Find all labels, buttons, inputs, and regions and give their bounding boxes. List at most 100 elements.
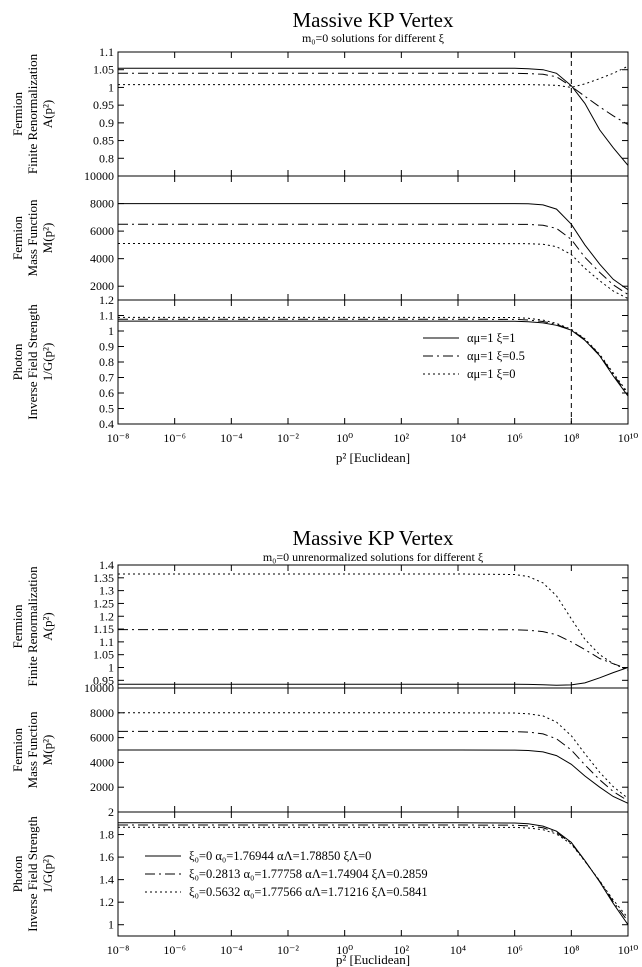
x-tick-label: 10⁶	[507, 431, 523, 445]
y-axis-label-line: Photon	[10, 855, 25, 892]
y-tick-label: 0.6	[99, 386, 114, 400]
y-axis-label-line: Fermion	[10, 91, 25, 136]
y-axis-label-line: 1/G(p²)	[40, 855, 55, 894]
x-tick-label: 10⁻⁶	[163, 431, 186, 445]
series-line-1	[118, 68, 628, 165]
panel-1: 0.8 0.85 0.9 0.95 1 1.05 1.1 Fermion Finite Reno…	[10, 45, 628, 176]
series-line-3	[118, 574, 628, 670]
panel-3: 0.40.5 0.60.7 0.80.9 11.1 1.2 Photon Inverse F…	[10, 293, 628, 431]
y-axis-label-line: Inverse Field Strength	[25, 304, 40, 420]
y-axis-label: Fermion Mass Function M(p²)	[10, 199, 55, 276]
x-tick-label: 10⁸	[563, 431, 579, 445]
y-tick-label: 0.9	[99, 116, 114, 130]
series-line-1	[118, 204, 628, 290]
x-tick-label: 10⁸	[563, 943, 579, 957]
x-tick-label: 10⁴	[450, 943, 466, 957]
y-axis-label: Fermion Finite Renormalization A(p²)	[10, 566, 55, 687]
y-axis-label-line: Mass Function	[25, 199, 40, 276]
series-line-3	[118, 244, 628, 299]
series-line-2	[118, 319, 628, 394]
y-axis-label-line: Mass Function	[25, 711, 40, 788]
y-tick-label: 0.85	[93, 134, 114, 148]
series-line-3	[118, 713, 628, 799]
y-tick-label: 1.2	[99, 293, 114, 307]
chart-figure-1: Massive KP Vertexm₀=0 solutions for diff…	[10, 8, 638, 465]
panel-2: 2000 4000 6000 8000 10000 Fermion Mass Functio…	[10, 169, 628, 300]
panel-frame	[118, 52, 628, 176]
x-tick-label: 10⁻⁴	[220, 431, 243, 445]
y-tick-label: 2000	[90, 279, 114, 293]
y-tick-label: 10000	[84, 681, 114, 695]
y-tick-label: 1.2	[99, 609, 114, 623]
y-tick-label: 0.8	[99, 355, 114, 369]
y-axis-label: Fermion Mass Function M(p²)	[10, 711, 55, 788]
y-tick-label: 1.2	[99, 895, 114, 909]
y-axis-label-line: M(p²)	[40, 735, 55, 766]
y-tick-label: 0.9	[99, 340, 114, 354]
y-axis-label-line: Fermion	[10, 604, 25, 649]
y-axis-label-line: 1/G(p²)	[40, 343, 55, 382]
y-tick-label: 1.1	[99, 635, 114, 649]
y-tick-label: 8000	[90, 197, 114, 211]
x-tick-label: 10⁻⁶	[163, 943, 186, 957]
y-tick-label: 1.1	[99, 45, 114, 59]
legend-entry: αμ=1 ξ=0	[467, 367, 516, 381]
y-tick-label: 0.7	[99, 371, 114, 385]
x-tick-label: 10²	[394, 431, 410, 445]
chart-subtitle: m₀=0 solutions for different ξ	[302, 31, 445, 45]
legend-entry: αμ=1 ξ=0.5	[467, 349, 525, 363]
y-tick-label: 1.4	[99, 873, 114, 887]
x-tick-label: 10¹⁰	[618, 431, 639, 445]
x-axis-label: p² [Euclidean]	[336, 952, 410, 967]
y-axis-label: Fermion Finite Renormalization A(p²)	[10, 53, 55, 174]
y-axis-label-line: Fermion	[10, 215, 25, 260]
chart-title: Massive KP Vertex	[293, 8, 454, 32]
y-tick-label: 1	[108, 918, 114, 932]
panel-frame	[118, 176, 628, 300]
x-tick-label: 10⁻⁸	[107, 943, 130, 957]
y-tick-label: 1	[108, 80, 114, 94]
y-tick-label: 1.3	[99, 584, 114, 598]
y-tick-label: 6000	[90, 731, 114, 745]
y-tick-label: 1.25	[93, 596, 114, 610]
y-axis-label-line: Photon	[10, 343, 25, 380]
legend-entry: ξ₀=0.5632 α₀=1.77566 αΛ=1.71216 ξΛ=0.584…	[189, 885, 428, 899]
y-tick-label: 2000	[90, 780, 114, 794]
legend-entry: ξ₀=0.2813 α₀=1.77758 αΛ=1.74904 ξΛ=0.285…	[189, 867, 428, 881]
y-axis-label-line: M(p²)	[40, 223, 55, 254]
series-line-3	[118, 317, 628, 393]
y-tick-label: 1.35	[93, 571, 114, 585]
series-line-2	[118, 630, 628, 669]
legend: αμ=1 ξ=1 αμ=1 ξ=0.5 αμ=1 ξ=0	[423, 331, 525, 381]
y-axis-label: Photon Inverse Field Strength 1/G(p²)	[10, 304, 55, 420]
y-tick-label: 1	[108, 324, 114, 338]
y-tick-label: 1.05	[93, 648, 114, 662]
x-tick-label: 10⁻⁸	[107, 431, 130, 445]
y-tick-label: 4000	[90, 252, 114, 266]
x-tick-label: 10⁶	[507, 943, 523, 957]
x-tick-label: 10⁰	[336, 431, 353, 445]
y-axis-label-line: Finite Renormalization	[25, 53, 40, 174]
x-tick-label: 10⁻²	[277, 431, 299, 445]
x-tick-label: 10⁻²	[277, 943, 299, 957]
y-tick-label: 1.1	[99, 309, 114, 323]
y-axis-label-line: A(p²)	[40, 100, 55, 128]
y-tick-label: 1.4	[99, 558, 114, 572]
panel-frame	[118, 300, 628, 424]
y-tick-label: 10000	[84, 169, 114, 183]
y-tick-label: 2	[108, 805, 114, 819]
y-axis-label-line: A(p²)	[40, 612, 55, 640]
series-line-1	[118, 750, 628, 803]
y-tick-label: 8000	[90, 706, 114, 720]
series-line-3	[118, 66, 628, 87]
y-tick-label: 1.15	[93, 622, 114, 636]
y-axis-label: Photon Inverse Field Strength 1/G(p²)	[10, 816, 55, 932]
panel-2: 2000 4000 6000 8000 10000 Fermion Mass Functio…	[10, 681, 628, 812]
legend: ξ₀=0 α₀=1.76944 αΛ=1.78850 ξΛ=0 ξ₀=0.2813…	[145, 849, 428, 899]
x-tick-label: 10¹⁰	[618, 943, 639, 957]
y-tick-label: 6000	[90, 224, 114, 238]
y-axis-label-line: Inverse Field Strength	[25, 816, 40, 932]
